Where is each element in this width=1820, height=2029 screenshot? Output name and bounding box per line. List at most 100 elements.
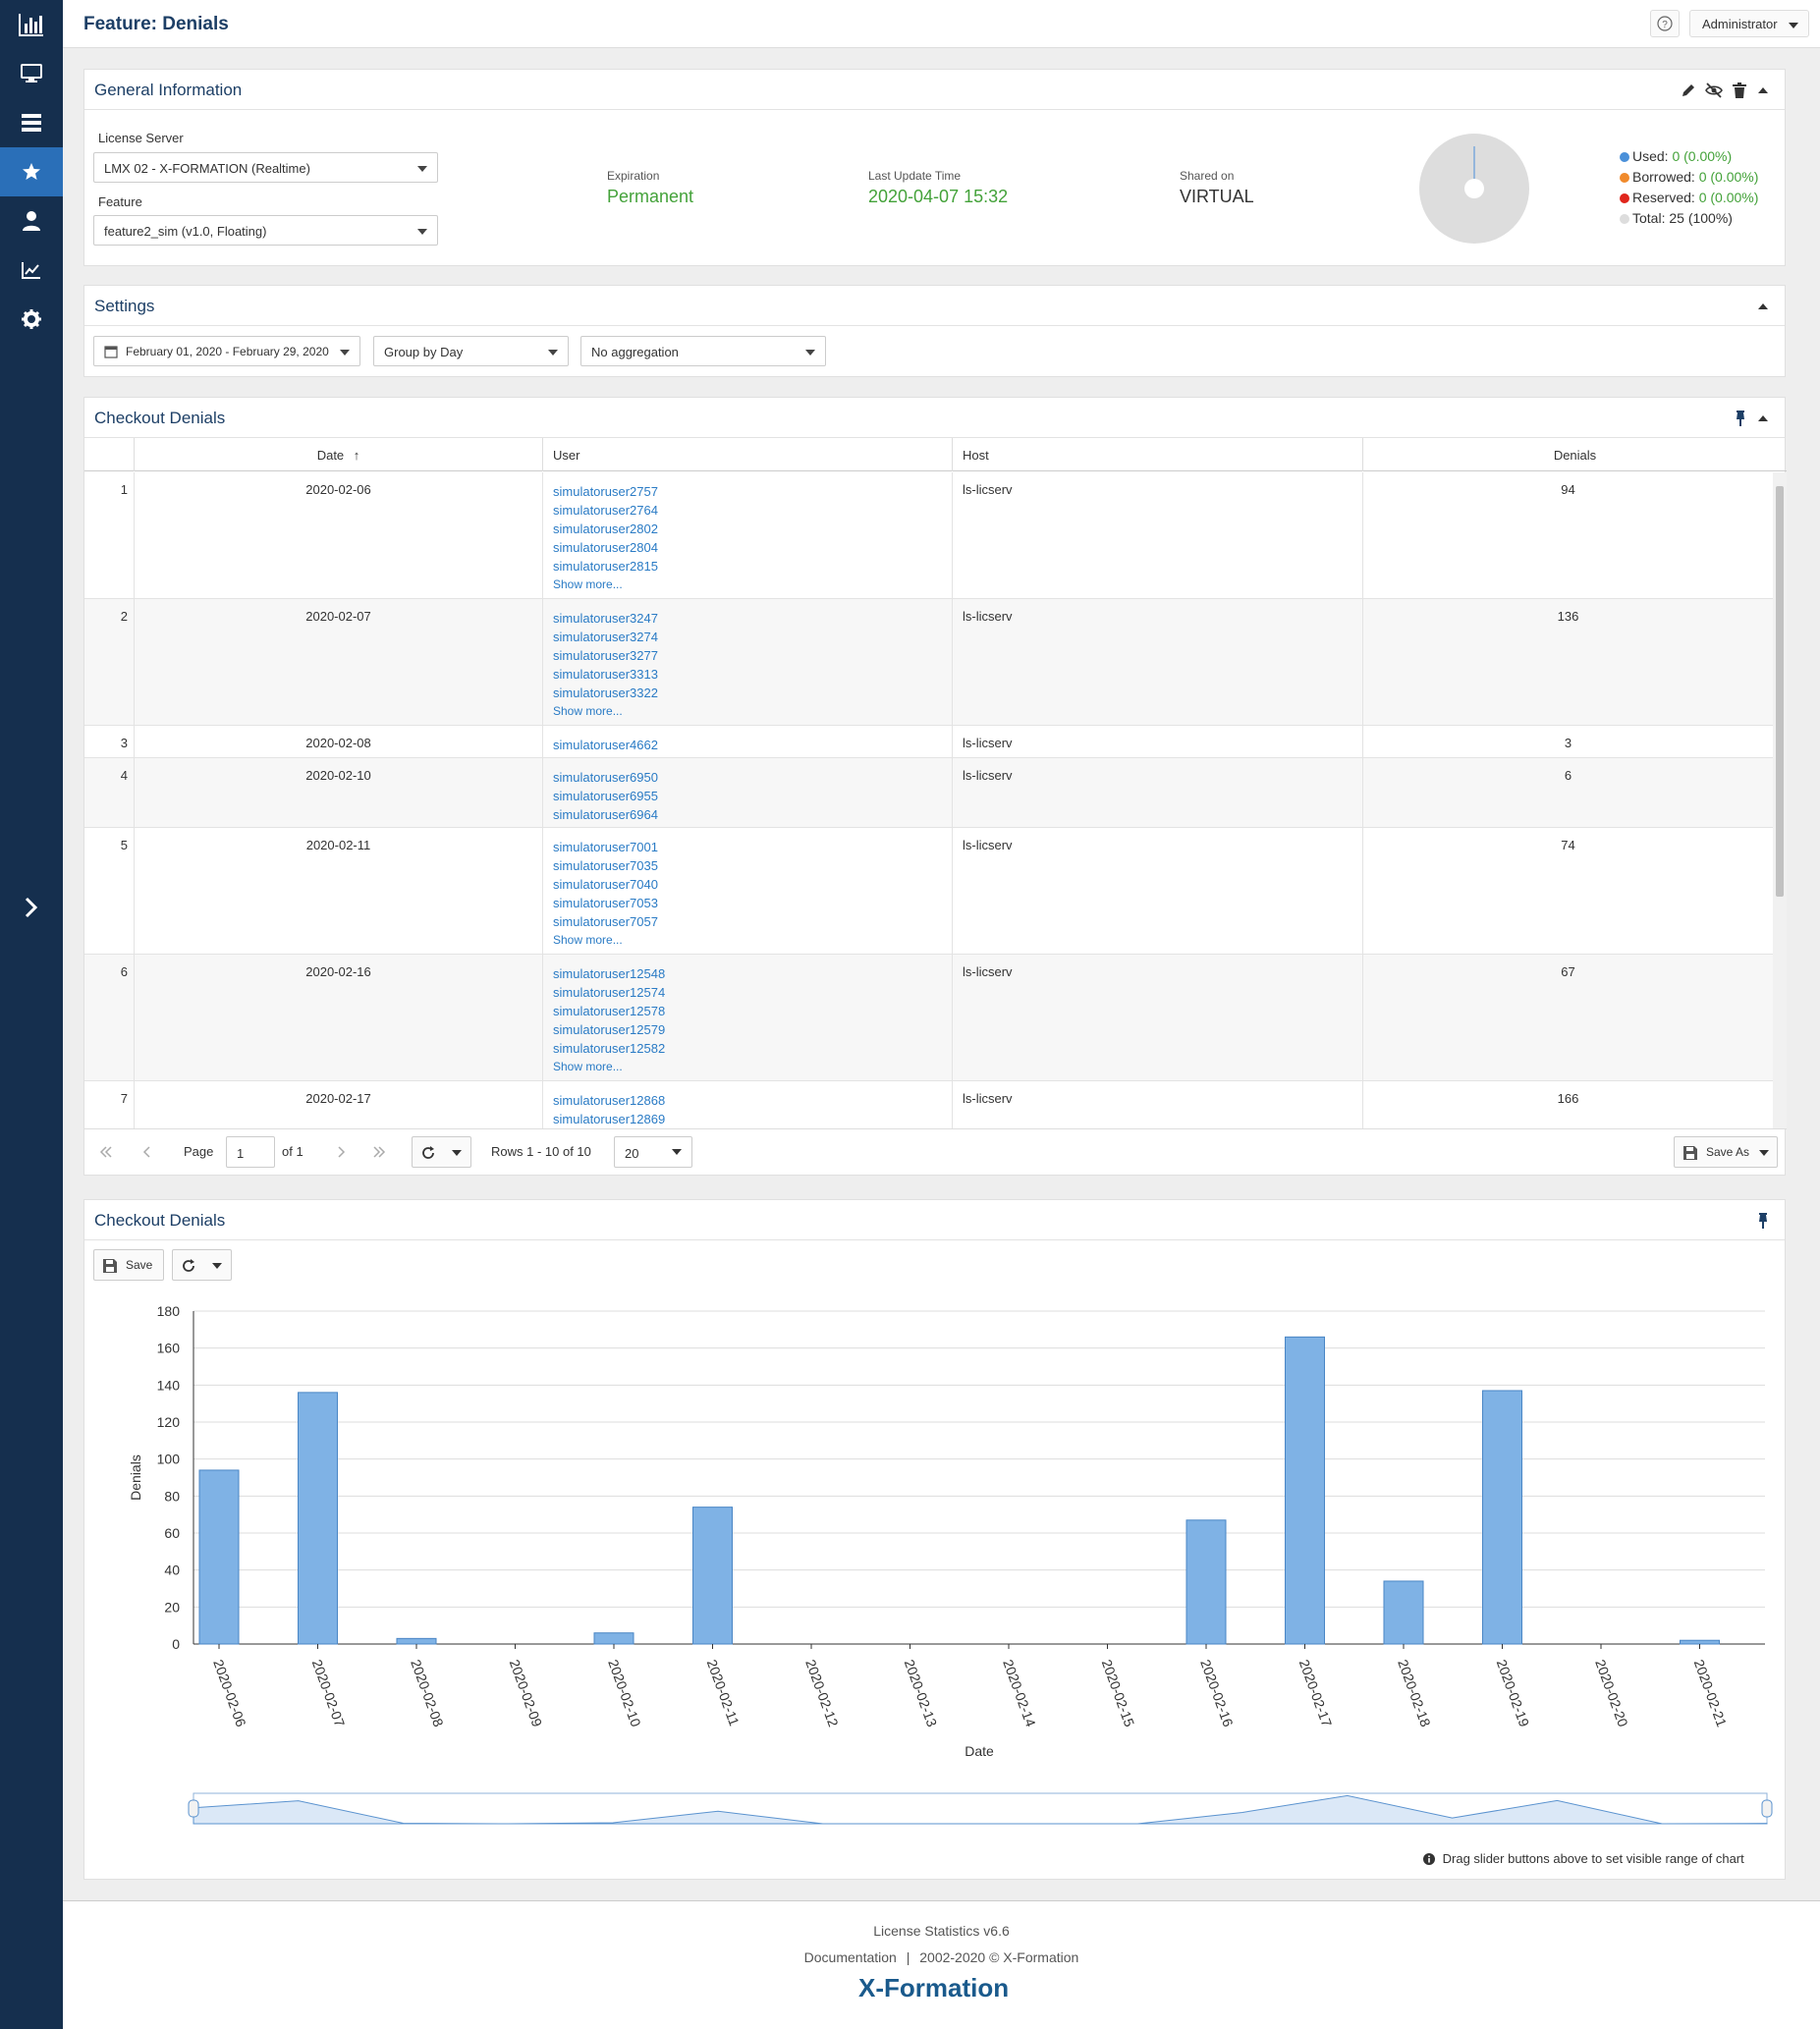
user-link[interactable]: simulatoruser12579: [553, 1022, 666, 1037]
sidebar-item-servers[interactable]: [0, 98, 63, 147]
user-link[interactable]: simulatoruser7001: [553, 840, 658, 854]
chart-save-button[interactable]: Save: [93, 1249, 164, 1281]
eye-slash-icon: [1705, 82, 1723, 98]
user-column-header[interactable]: User: [542, 438, 952, 471]
user-link[interactable]: simulatoruser2757: [553, 484, 658, 499]
user-link[interactable]: simulatoruser4662: [553, 738, 658, 752]
user-link[interactable]: simulatoruser7053: [553, 896, 658, 910]
user-link[interactable]: simulatoruser12574: [553, 985, 666, 1000]
y-tick-label: 180: [157, 1303, 181, 1319]
sidebar-item-dashboard[interactable]: [0, 0, 63, 49]
host-cell: ls-licserv: [952, 758, 1362, 827]
license-server-select[interactable]: LMX 02 - X-FORMATION (Realtime): [93, 152, 438, 183]
pin-button[interactable]: [1754, 1212, 1772, 1230]
collapse-button[interactable]: [1754, 298, 1772, 315]
last-page-button[interactable]: [371, 1144, 387, 1160]
denials-cell: 136: [1362, 599, 1773, 725]
x-tick-label: 2020-02-13: [902, 1658, 941, 1729]
users-cell: simulatoruser7001 simulatoruser7035 simu…: [542, 828, 952, 954]
floppy-icon: [103, 1259, 117, 1273]
aggregation-select[interactable]: No aggregation: [580, 336, 826, 366]
user-link[interactable]: simulatoruser3322: [553, 685, 658, 700]
user-link[interactable]: simulatoruser6964: [553, 807, 658, 822]
collapse-button[interactable]: [1754, 82, 1772, 99]
user-link[interactable]: simulatoruser7057: [553, 914, 658, 929]
x-axis-label: Date: [965, 1743, 994, 1759]
delete-button[interactable]: [1731, 82, 1748, 99]
save-as-button[interactable]: Save As: [1674, 1136, 1778, 1168]
page-size-select[interactable]: 20: [614, 1136, 692, 1168]
scrollbar-thumb[interactable]: [1776, 486, 1784, 897]
legend-dot: [1620, 173, 1629, 183]
group-by-select[interactable]: Group by Day: [373, 336, 569, 366]
user-link[interactable]: simulatoruser3277: [553, 648, 658, 663]
x-tick-label: 2020-02-08: [408, 1658, 447, 1729]
show-more-link[interactable]: Show more...: [553, 933, 623, 947]
feature-select[interactable]: feature2_sim (v1.0, Floating): [93, 215, 438, 246]
table-body: 1 2020-02-06 simulatoruser2757 simulator…: [84, 472, 1773, 1128]
user-link[interactable]: simulatoruser6950: [553, 770, 658, 785]
show-more-link[interactable]: Show more...: [553, 1060, 623, 1073]
show-more-link[interactable]: Show more...: [553, 577, 623, 591]
panel-header: Checkout Denials: [84, 1200, 1785, 1240]
y-tick-label: 120: [157, 1414, 181, 1430]
separator: |: [906, 1949, 910, 1965]
chart-refresh-button-group[interactable]: [172, 1249, 232, 1281]
user-link[interactable]: simulatoruser2815: [553, 559, 658, 574]
sidebar-item-settings[interactable]: [0, 295, 63, 344]
range-slider-right-handle[interactable]: [1761, 1799, 1773, 1818]
page-title: Feature: Denials: [83, 14, 229, 34]
previous-page-button[interactable]: [138, 1144, 154, 1160]
user-link[interactable]: simulatoruser3313: [553, 667, 658, 682]
sidebar-item-features[interactable]: [0, 147, 63, 196]
user-link[interactable]: simulatoruser2764: [553, 503, 658, 518]
user-link[interactable]: simulatoruser2802: [553, 521, 658, 536]
collapse-button[interactable]: [1754, 410, 1772, 427]
user-link[interactable]: simulatoruser12578: [553, 1004, 666, 1018]
edit-button[interactable]: [1680, 82, 1697, 99]
sidebar-item-users[interactable]: [0, 196, 63, 246]
date-range-picker[interactable]: February 01, 2020 - February 29, 2020: [93, 336, 360, 366]
user-link[interactable]: simulatoruser7040: [553, 877, 658, 892]
denials-cell: 166: [1362, 1081, 1773, 1128]
sidebar-expand-button[interactable]: [0, 883, 63, 932]
documentation-link[interactable]: Documentation: [803, 1949, 897, 1965]
table-scrollbar[interactable]: [1773, 472, 1787, 1128]
users-cell: simulatoruser4662: [542, 726, 952, 757]
hide-button[interactable]: [1705, 82, 1723, 99]
denials-column-header[interactable]: Denials: [1362, 438, 1787, 471]
page-number-input[interactable]: 1: [226, 1136, 275, 1168]
sidebar-item-monitor[interactable]: [0, 49, 63, 98]
date-cell: 2020-02-11: [134, 828, 542, 954]
first-page-button[interactable]: [98, 1144, 114, 1160]
user-link[interactable]: simulatoruser6955: [553, 789, 658, 803]
caret-up-icon: [1758, 87, 1768, 93]
row-number: 6: [120, 964, 128, 979]
date-column-header[interactable]: Date ↑: [134, 438, 542, 471]
settings-panel: Settings February 01, 2020 - February 29…: [83, 285, 1786, 377]
user-link[interactable]: simulatoruser12868: [553, 1093, 666, 1108]
show-more-link[interactable]: Show more...: [553, 704, 623, 718]
user-link[interactable]: simulatoruser12582: [553, 1041, 666, 1056]
pin-button[interactable]: [1732, 410, 1749, 427]
user-link[interactable]: simulatoruser12869: [553, 1112, 666, 1126]
caret-down-icon: [452, 1150, 462, 1156]
host-column-header[interactable]: Host: [952, 438, 1362, 471]
bar: [1186, 1519, 1227, 1645]
y-tick-label: 160: [157, 1341, 181, 1356]
refresh-button-group[interactable]: [412, 1136, 471, 1168]
range-slider-left-handle[interactable]: [188, 1799, 199, 1818]
row-number: 7: [120, 1091, 128, 1106]
y-tick-label: 140: [157, 1377, 181, 1393]
help-button[interactable]: ?: [1650, 10, 1680, 37]
user-link[interactable]: simulatoruser3247: [553, 611, 658, 626]
sidebar-item-reports[interactable]: [0, 246, 63, 295]
refresh-icon: [422, 1146, 434, 1159]
user-link[interactable]: simulatoruser2804: [553, 540, 658, 555]
column-label: User: [553, 448, 580, 463]
user-link[interactable]: simulatoruser12548: [553, 966, 666, 981]
user-menu[interactable]: Administrator: [1689, 10, 1809, 37]
user-link[interactable]: simulatoruser7035: [553, 858, 658, 873]
next-page-button[interactable]: [334, 1144, 350, 1160]
user-link[interactable]: simulatoruser3274: [553, 630, 658, 644]
